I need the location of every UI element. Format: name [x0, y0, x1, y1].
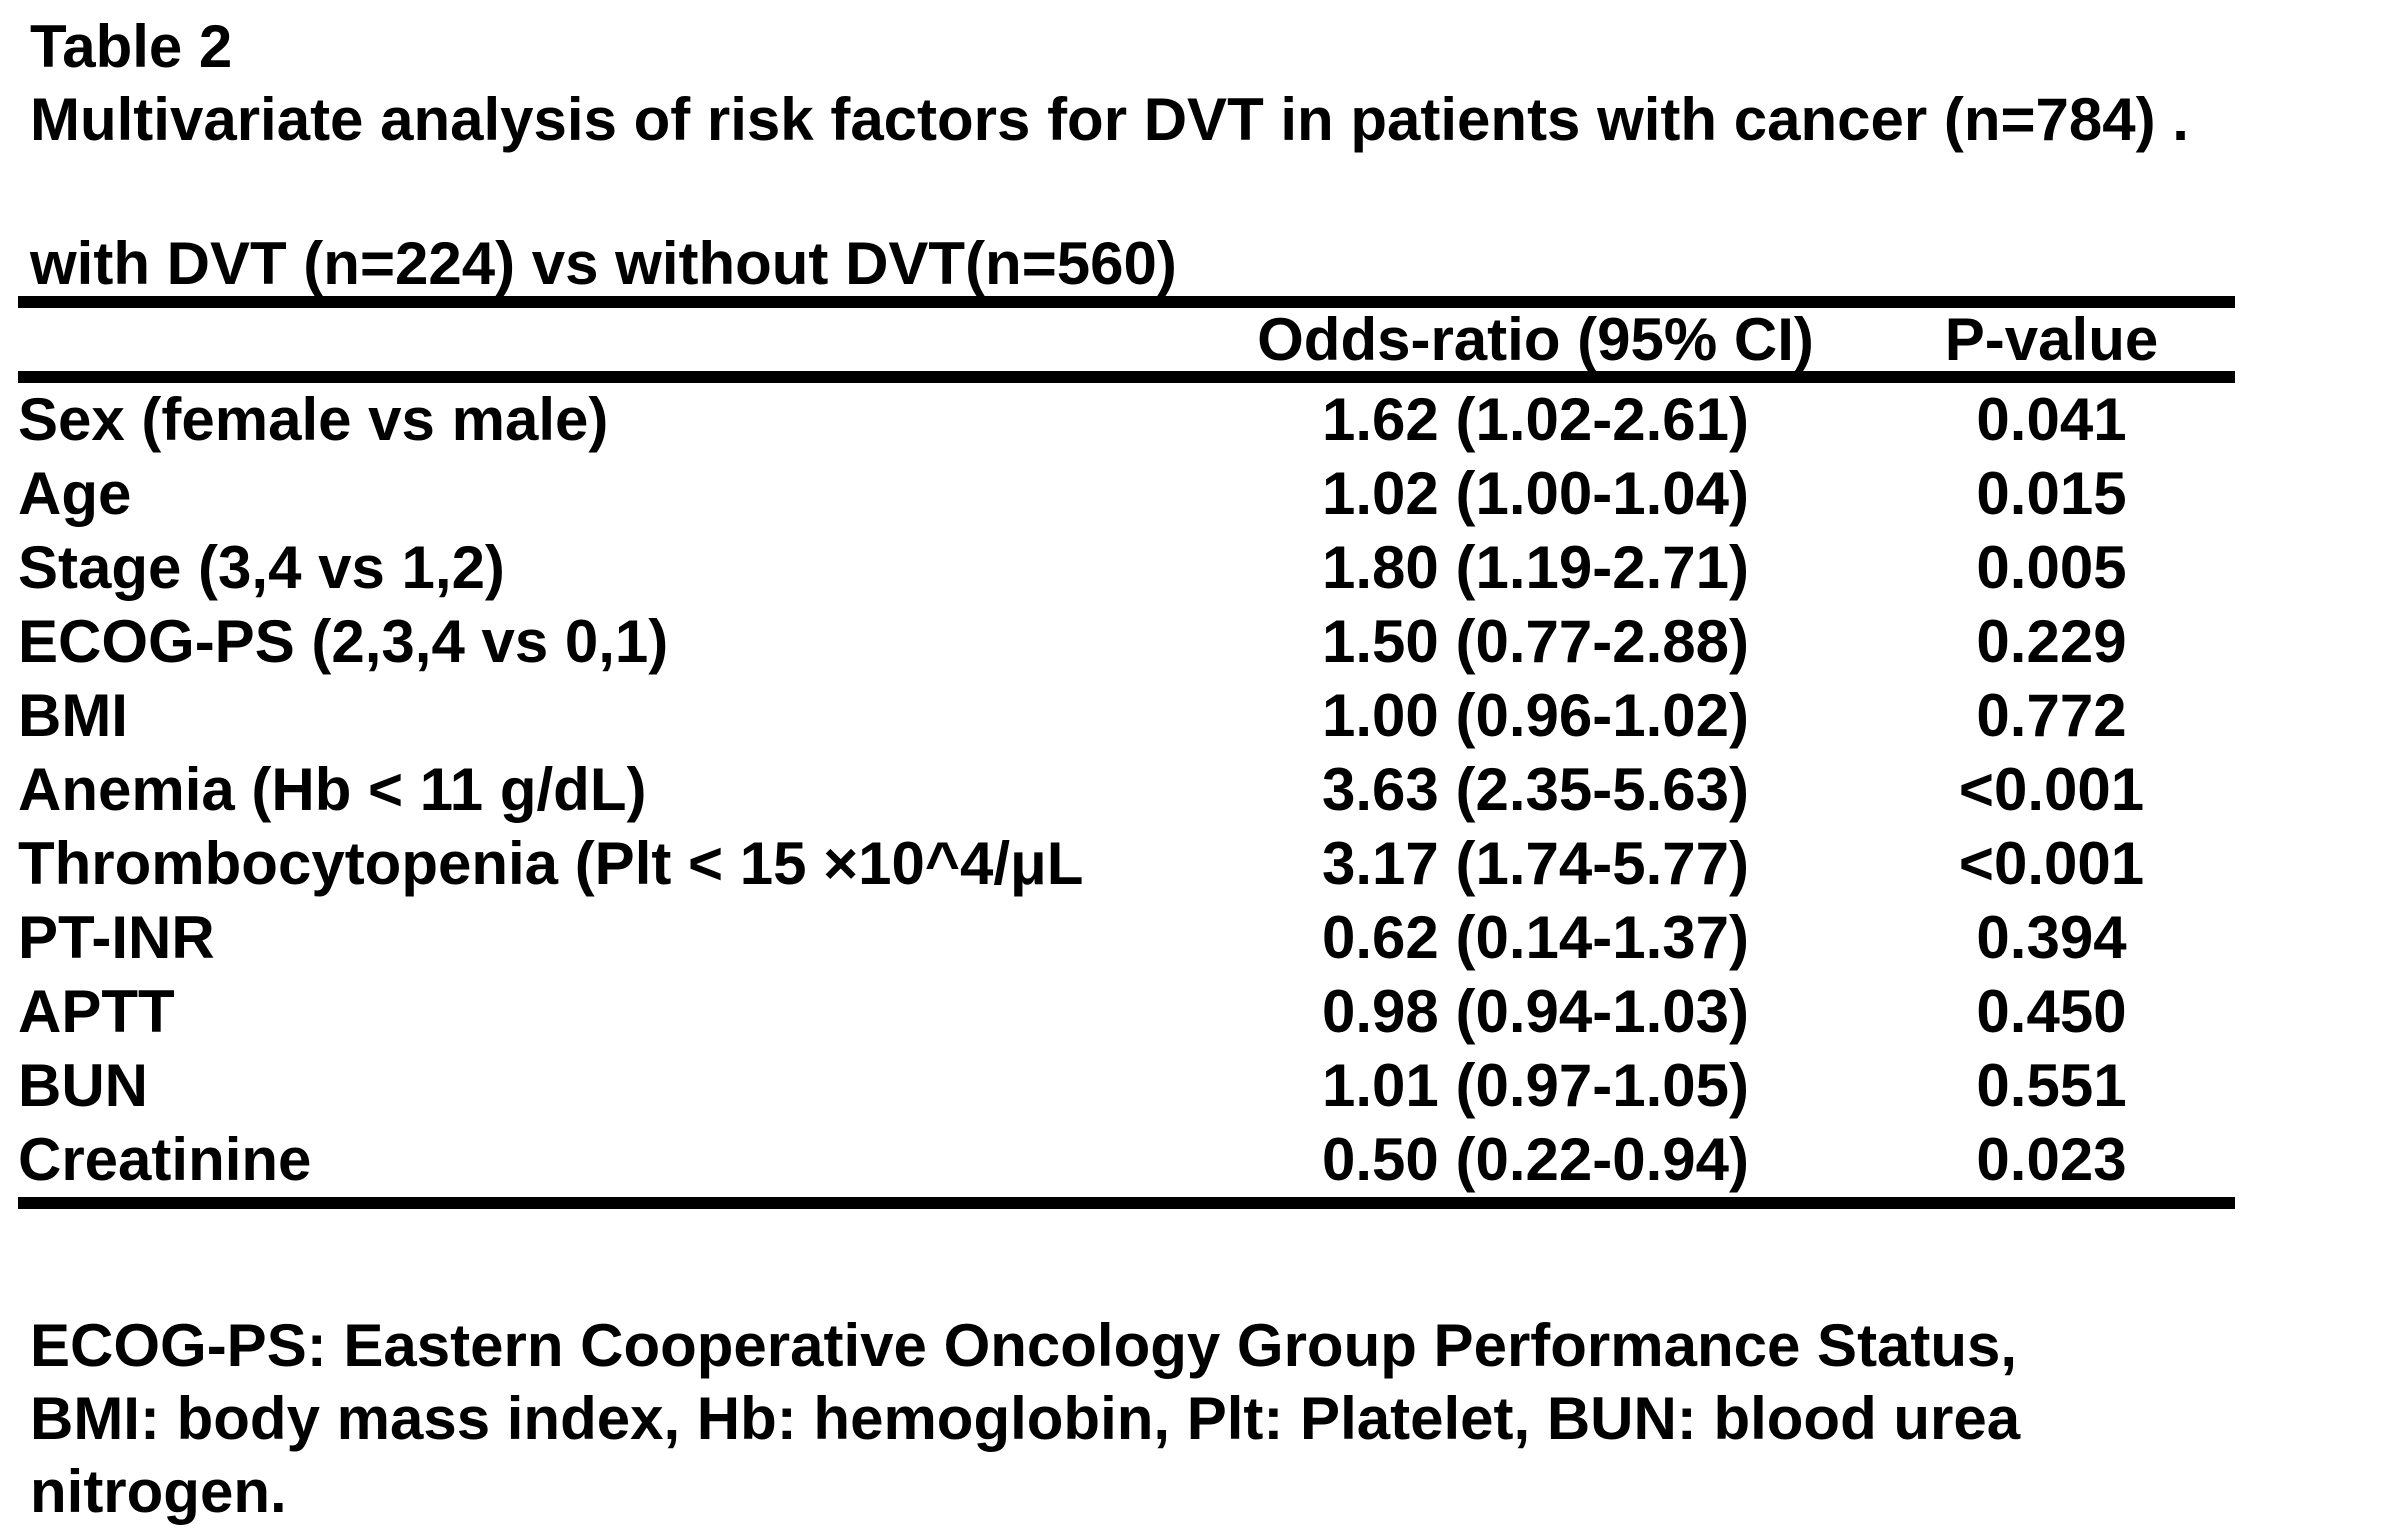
header-p-value: P-value [1944, 306, 2159, 373]
table-row: Sex (female vs male) 1.62 (1.02-2.61) 0.… [18, 377, 2235, 457]
factor-cell: Stage (3,4 vs 1,2) [18, 534, 505, 601]
factor-cell: APTT [18, 978, 175, 1045]
table-row: Age 1.02 (1.00-1.04) 0.015 [18, 457, 2235, 531]
table-row: Thrombocytopenia (Plt < 15 ×10^4/μL 3.17… [18, 827, 2235, 901]
factor-cell: Thrombocytopenia (Plt < 15 ×10^4/μL [18, 830, 1084, 897]
factor-cell: PT-INR [18, 904, 215, 971]
header-row: Odds-ratio (95% CI) P-value [18, 302, 2235, 377]
table-header: Odds-ratio (95% CI) P-value [18, 302, 2235, 377]
footnote-line: BMI: body mass index, Hb: hemoglobin, Pl… [30, 1385, 2021, 1452]
table-subtitle: with DVT (n=224) vs without DVT(n=560) [30, 230, 1177, 297]
odds-ratio-cell: 0.62 (0.14-1.37) [1322, 904, 1749, 971]
header-odds-ratio: Odds-ratio (95% CI) [1257, 306, 1814, 373]
odds-ratio-cell: 1.50 (0.77-2.88) [1322, 608, 1749, 675]
odds-ratio-cell: 1.00 (0.96-1.02) [1322, 682, 1749, 749]
odds-ratio-cell: 3.63 (2.35-5.63) [1322, 756, 1749, 823]
p-value-cell: 0.394 [1976, 904, 2127, 971]
footnote-line: nitrogen. [30, 1458, 287, 1525]
factor-cell: Sex (female vs male) [18, 386, 609, 453]
p-value-cell: <0.001 [1958, 756, 2145, 823]
p-value-cell: 0.450 [1976, 978, 2127, 1045]
table-body: Sex (female vs male) 1.62 (1.02-2.61) 0.… [18, 377, 2235, 1203]
risk-factors-table: Odds-ratio (95% CI) P-value Sex (female … [18, 296, 2235, 1209]
footnote-line: ECOG-PS: Eastern Cooperative Oncology Gr… [30, 1312, 2018, 1379]
table-row: Anemia (Hb < 11 g/dL) 3.63 (2.35-5.63) <… [18, 753, 2235, 827]
table-row: ECOG-PS (2,3,4 vs 0,1) 1.50 (0.77-2.88) … [18, 605, 2235, 679]
factor-cell: ECOG-PS (2,3,4 vs 0,1) [18, 608, 669, 675]
p-value-cell: 0.005 [1976, 534, 2127, 601]
table-row: Stage (3,4 vs 1,2) 1.80 (1.19-2.71) 0.00… [18, 531, 2235, 605]
p-value-cell: 0.023 [1976, 1126, 2127, 1193]
odds-ratio-cell: 0.50 (0.22-0.94) [1322, 1126, 1749, 1193]
odds-ratio-cell: 1.80 (1.19-2.71) [1322, 534, 1749, 601]
footnote: ECOG-PS: Eastern Cooperative Oncology Gr… [30, 1309, 2382, 1528]
table-row: Creatinine 0.50 (0.22-0.94) 0.023 [18, 1123, 2235, 1203]
table-label: Table 2 [30, 13, 233, 80]
title-block: Table 2 Multivariate analysis of risk fa… [30, 10, 2382, 156]
p-value-cell: 0.551 [1976, 1052, 2127, 1119]
factor-cell: Creatinine [18, 1126, 312, 1193]
odds-ratio-cell: 1.01 (0.97-1.05) [1322, 1052, 1749, 1119]
p-value-cell: 0.015 [1976, 460, 2127, 527]
factor-cell: Age [18, 460, 132, 527]
header-factor-blank [18, 302, 1203, 377]
factor-cell: Anemia (Hb < 11 g/dL) [18, 756, 647, 823]
odds-ratio-cell: 1.62 (1.02-2.61) [1322, 386, 1749, 453]
p-value-cell: 0.772 [1976, 682, 2127, 749]
odds-ratio-cell: 3.17 (1.74-5.77) [1322, 830, 1749, 897]
p-value-cell: 0.229 [1976, 608, 2127, 675]
table-row: BUN 1.01 (0.97-1.05) 0.551 [18, 1049, 2235, 1123]
odds-ratio-cell: 0.98 (0.94-1.03) [1322, 978, 1749, 1045]
table-caption: Multivariate analysis of risk factors fo… [30, 86, 2189, 153]
p-value-cell: <0.001 [1958, 830, 2145, 897]
table-row: PT-INR 0.62 (0.14-1.37) 0.394 [18, 901, 2235, 975]
table-row: BMI 1.00 (0.96-1.02) 0.772 [18, 679, 2235, 753]
odds-ratio-cell: 1.02 (1.00-1.04) [1322, 460, 1749, 527]
factor-cell: BUN [18, 1052, 148, 1119]
table-row: APTT 0.98 (0.94-1.03) 0.450 [18, 975, 2235, 1049]
factor-cell: BMI [18, 682, 128, 749]
p-value-cell: 0.041 [1976, 386, 2127, 453]
